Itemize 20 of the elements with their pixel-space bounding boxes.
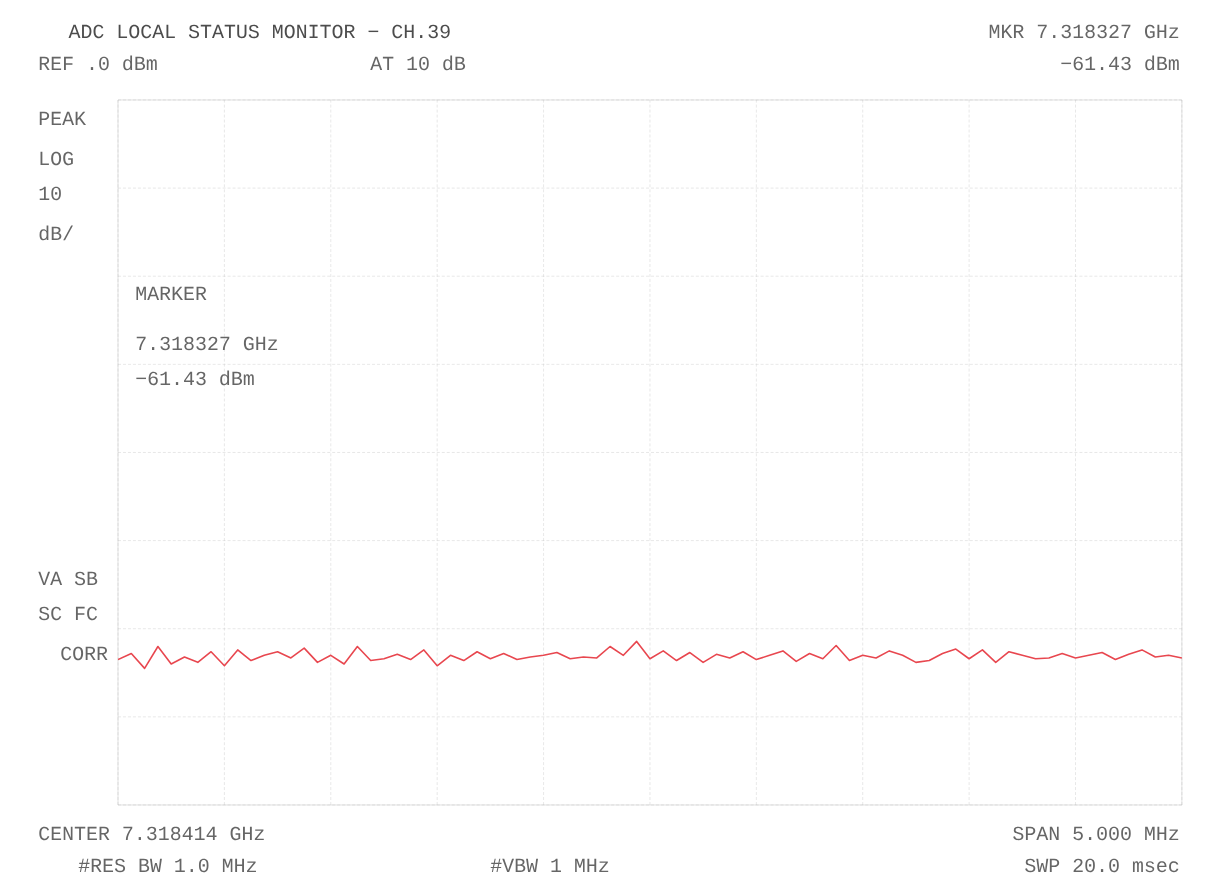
text: CENTER 7.318414 GHz: [39, 826, 264, 841]
text: AT 10 dB: [370, 55, 466, 71]
text: PEAK: [39, 111, 87, 125]
chart-title: ADC LOCAL STATUS MONITOR − CH.39: [68, 24, 450, 39]
text: CORR: [61, 646, 108, 661]
text: SWP 20.0 msec: [1025, 858, 1179, 873]
text: #VBW 1 MHz: [490, 858, 609, 872]
text: MARKER: [136, 286, 207, 300]
text: LOG: [40, 151, 73, 166]
text: VA SB: [38, 571, 98, 586]
text: 7.318327 GHz: [136, 336, 278, 351]
text: −61.43 dBm: [136, 370, 254, 386]
text: dB/: [39, 225, 73, 241]
text: −61.43 dBm: [1061, 55, 1179, 71]
text: SC FC: [38, 606, 98, 621]
text: SPAN 5.000 MHz: [1013, 826, 1179, 841]
text: MKR 7.318327 GHz: [989, 24, 1179, 39]
text: 10: [39, 186, 61, 201]
text: REF .0 dBm: [39, 55, 157, 71]
text: #RES BW 1.0 MHz: [78, 858, 256, 873]
